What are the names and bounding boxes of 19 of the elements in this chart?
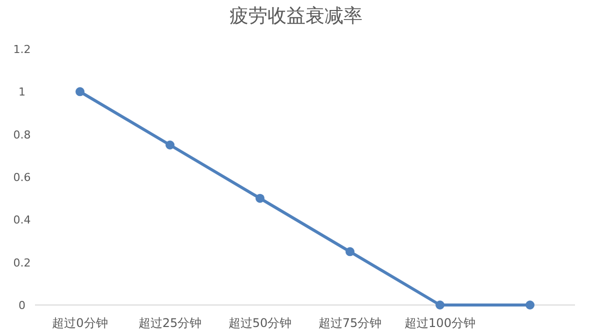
y-tick-label: 0.6 [13,171,31,184]
point [166,140,174,150]
point [256,194,264,203]
y-tick-label: 0 [18,299,26,312]
y-tick-label: 1.2 [13,43,31,56]
y-tick-label: 0.2 [13,256,31,270]
x-tick-label: 超过50分钟 [228,316,292,330]
y-tick-label: 0.8 [13,128,31,142]
x-tick-label: 超过100分钟 [404,316,476,330]
y-tick-label: 1 [18,86,26,99]
point [76,87,84,96]
x-tick-label: 超过75分钟 [318,316,382,330]
point [526,300,534,310]
point [346,247,354,256]
x-tick-label: 超过0分钟 [52,316,108,330]
point [436,300,444,310]
y-tick-label: 0.4 [13,214,31,227]
chart-title: 疲劳收益衰减率 [230,5,362,27]
x-tick-label: 超过25分钟 [138,316,202,330]
